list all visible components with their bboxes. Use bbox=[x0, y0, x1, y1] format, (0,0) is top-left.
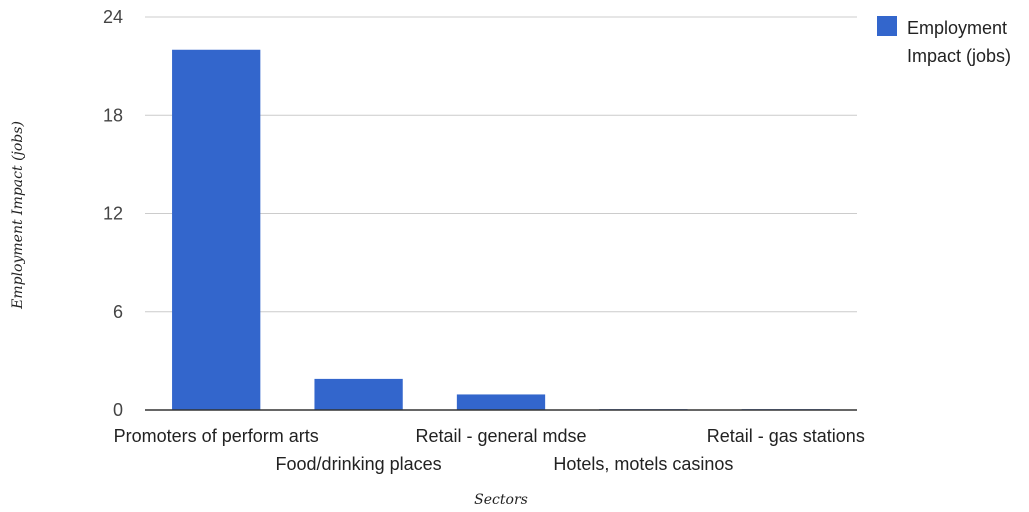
y-tick-label: 12 bbox=[103, 204, 123, 224]
x-category-label: Hotels, motels casinos bbox=[553, 454, 733, 474]
legend-label-line-1: Employment bbox=[907, 18, 1007, 38]
y-tick-label: 6 bbox=[113, 302, 123, 322]
y-tick-label: 0 bbox=[113, 400, 123, 420]
y-axis-title: Employment Impact (jobs) bbox=[10, 121, 26, 310]
y-tick-label: 18 bbox=[103, 105, 123, 125]
x-category-label: Promoters of perform arts bbox=[114, 426, 319, 446]
x-axis-category-labels: Promoters of perform arts Food/drinking p… bbox=[114, 426, 865, 474]
y-tick-label: 24 bbox=[103, 7, 123, 27]
bar[interactable] bbox=[456, 394, 546, 410]
x-category-label: Retail - general mdse bbox=[415, 426, 586, 446]
bar[interactable] bbox=[172, 49, 261, 410]
x-axis-title: Sectors bbox=[474, 492, 528, 508]
x-category-label: Retail - gas stations bbox=[707, 426, 865, 446]
bars bbox=[172, 49, 830, 410]
x-category-label: Food/drinking places bbox=[276, 454, 442, 474]
legend[interactable]: Employment Impact (jobs) bbox=[877, 16, 1011, 66]
y-axis-ticks: 24 18 12 6 0 bbox=[103, 7, 123, 420]
legend-swatch bbox=[877, 16, 897, 36]
grid-lines bbox=[145, 16, 857, 313]
bar[interactable] bbox=[314, 378, 403, 410]
legend-label-line-2: Impact (jobs) bbox=[907, 46, 1011, 66]
